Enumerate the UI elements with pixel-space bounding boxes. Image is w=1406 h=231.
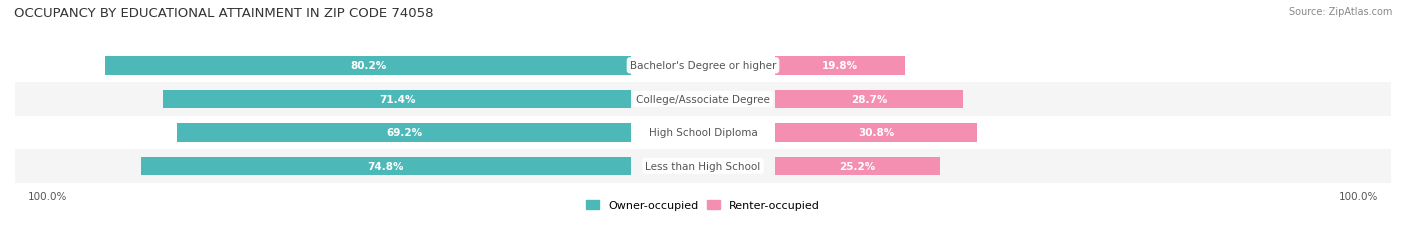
Text: 100.0%: 100.0% (28, 191, 67, 201)
Bar (163, 90, 631, 109)
Bar (15, 116, 1391, 149)
Text: 71.4%: 71.4% (378, 94, 415, 104)
Bar (15, 49, 1391, 83)
Bar (105, 57, 631, 75)
Text: Less than High School: Less than High School (645, 161, 761, 171)
Bar (775, 157, 941, 175)
Text: 69.2%: 69.2% (387, 128, 422, 138)
Bar (775, 57, 905, 75)
Bar (15, 149, 1391, 183)
Text: 74.8%: 74.8% (367, 161, 404, 171)
Text: High School Diploma: High School Diploma (648, 128, 758, 138)
Text: 19.8%: 19.8% (823, 61, 858, 71)
Text: College/Associate Degree: College/Associate Degree (636, 94, 770, 104)
Text: Source: ZipAtlas.com: Source: ZipAtlas.com (1288, 7, 1392, 17)
Text: 25.2%: 25.2% (839, 161, 876, 171)
Bar (775, 90, 963, 109)
Bar (177, 124, 631, 142)
Text: 30.8%: 30.8% (858, 128, 894, 138)
Legend: Owner-occupied, Renter-occupied: Owner-occupied, Renter-occupied (586, 201, 820, 210)
Bar (15, 83, 1391, 116)
Text: Bachelor's Degree or higher: Bachelor's Degree or higher (630, 61, 776, 71)
Text: 80.2%: 80.2% (350, 61, 387, 71)
Text: 100.0%: 100.0% (1339, 191, 1378, 201)
Text: OCCUPANCY BY EDUCATIONAL ATTAINMENT IN ZIP CODE 74058: OCCUPANCY BY EDUCATIONAL ATTAINMENT IN Z… (14, 7, 433, 20)
Text: 28.7%: 28.7% (851, 94, 887, 104)
Bar (141, 157, 631, 175)
Bar (775, 124, 977, 142)
